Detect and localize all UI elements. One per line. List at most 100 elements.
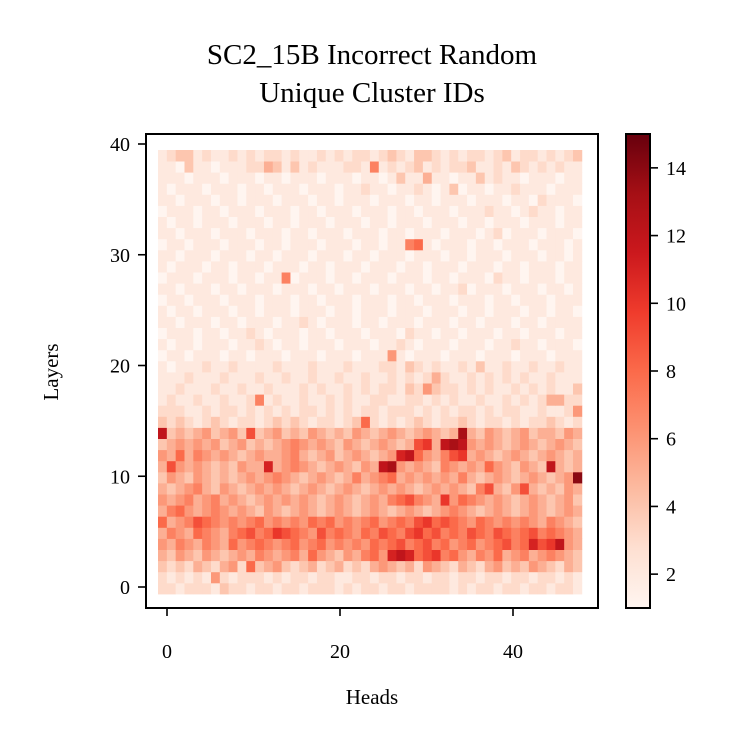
heatmap-cell: [564, 216, 574, 229]
heatmap-cell: [352, 416, 362, 428]
heatmap-cell: [352, 427, 362, 439]
heatmap-cell: [325, 183, 335, 195]
heatmap-cell: [237, 527, 247, 539]
heatmap-cell: [467, 183, 477, 195]
heatmap-cell: [387, 527, 397, 539]
heatmap-cell: [272, 483, 283, 495]
heatmap-cell: [290, 394, 300, 406]
heatmap-cell: [210, 205, 221, 217]
heatmap-cell: [573, 305, 583, 317]
heatmap-cell: [405, 294, 415, 306]
heatmap-cell: [343, 194, 353, 206]
heatmap-cell: [502, 349, 512, 362]
heatmap-cell: [546, 205, 556, 217]
heatmap-cell: [175, 394, 185, 406]
heatmap-cell: [502, 338, 512, 351]
heatmap-cell: [325, 261, 335, 273]
heatmap-cell: [511, 383, 521, 395]
heatmap-cell: [546, 194, 556, 206]
heatmap-cell: [520, 161, 530, 173]
heatmap-cell: [387, 438, 397, 451]
heatmap-cell: [467, 505, 477, 517]
heatmap-cell: [193, 527, 203, 539]
heatmap-cell: [422, 527, 433, 539]
heatmap-cell: [352, 383, 362, 395]
heatmap-cell: [158, 538, 168, 550]
heatmap-cell: [396, 483, 406, 495]
heatmap-cell: [405, 194, 415, 206]
heatmap-cell: [502, 283, 512, 295]
heatmap-cell: [308, 161, 318, 173]
heatmap-cell: [493, 460, 503, 473]
heatmap-cell: [316, 150, 327, 162]
heatmap-cell: [228, 571, 238, 584]
heatmap-cell: [546, 494, 556, 506]
heatmap-cell: [458, 460, 468, 473]
heatmap-cell: [405, 205, 415, 217]
heatmap-cell: [228, 372, 238, 384]
heatmap-cell: [237, 372, 247, 384]
heatmap-cell: [493, 305, 503, 317]
heatmap-cell: [316, 183, 327, 195]
heatmap-cell: [308, 194, 318, 206]
heatmap-cell: [405, 560, 415, 573]
heatmap-cell: [210, 183, 221, 195]
heatmap-cell: [387, 349, 397, 362]
heatmap-cell: [343, 349, 353, 362]
heatmap-cell: [246, 183, 256, 195]
heatmap-cell: [573, 516, 583, 528]
heatmap-cell: [325, 205, 335, 217]
heatmap-cell: [511, 360, 521, 373]
heatmap-cell: [537, 249, 547, 262]
heatmap-cell: [193, 494, 203, 506]
heatmap-cell: [511, 150, 521, 162]
heatmap-cell: [546, 516, 556, 528]
heatmap-cell: [422, 360, 433, 373]
heatmap-cell: [431, 360, 441, 373]
heatmap-cell: [387, 305, 397, 317]
heatmap-cell: [361, 394, 371, 406]
heatmap-cell: [263, 372, 274, 384]
heatmap-cell: [414, 172, 424, 184]
heatmap-cell: [555, 438, 565, 451]
heatmap-cell: [458, 438, 468, 451]
heatmap-cell: [449, 360, 459, 373]
heatmap-cell: [405, 372, 415, 384]
heatmap-cell: [422, 316, 433, 328]
heatmap-cell: [573, 338, 583, 351]
heatmap-cell: [272, 272, 283, 284]
heatmap-cell: [263, 438, 274, 451]
heatmap-cell: [158, 294, 168, 306]
heatmap-cell: [414, 272, 424, 284]
heatmap-cell: [290, 460, 300, 473]
heatmap-cell: [290, 327, 300, 340]
heatmap-cell: [422, 261, 433, 273]
heatmap-cell: [299, 227, 309, 240]
heatmap-cell: [325, 427, 335, 439]
heatmap-cell: [449, 316, 459, 328]
heatmap-cell: [520, 360, 530, 373]
heatmap-cell: [228, 471, 238, 484]
heatmap-cell: [184, 327, 194, 340]
heatmap-cell: [484, 316, 494, 328]
heatmap-cell: [449, 294, 459, 306]
heatmap-cell: [440, 316, 450, 328]
heatmap-cell: [511, 238, 521, 251]
heatmap-cell: [440, 383, 450, 395]
heatmap-cell: [431, 261, 441, 273]
heatmap-cell: [414, 338, 424, 351]
heatmap-cell: [202, 183, 212, 195]
heatmap-cell: [255, 449, 265, 462]
heatmap-cell: [316, 216, 327, 229]
heatmap-cell: [405, 405, 415, 417]
heatmap-cell: [334, 227, 344, 240]
heatmap-cell: [458, 183, 468, 195]
heatmap-cell: [422, 349, 433, 362]
heatmap-cell: [440, 527, 450, 539]
heatmap-cell: [502, 183, 512, 195]
heatmap-cell: [272, 560, 283, 573]
heatmap-cell: [255, 394, 265, 406]
heatmap-cell: [511, 483, 521, 495]
heatmap-cell: [361, 305, 371, 317]
heatmap-cell: [502, 227, 512, 240]
